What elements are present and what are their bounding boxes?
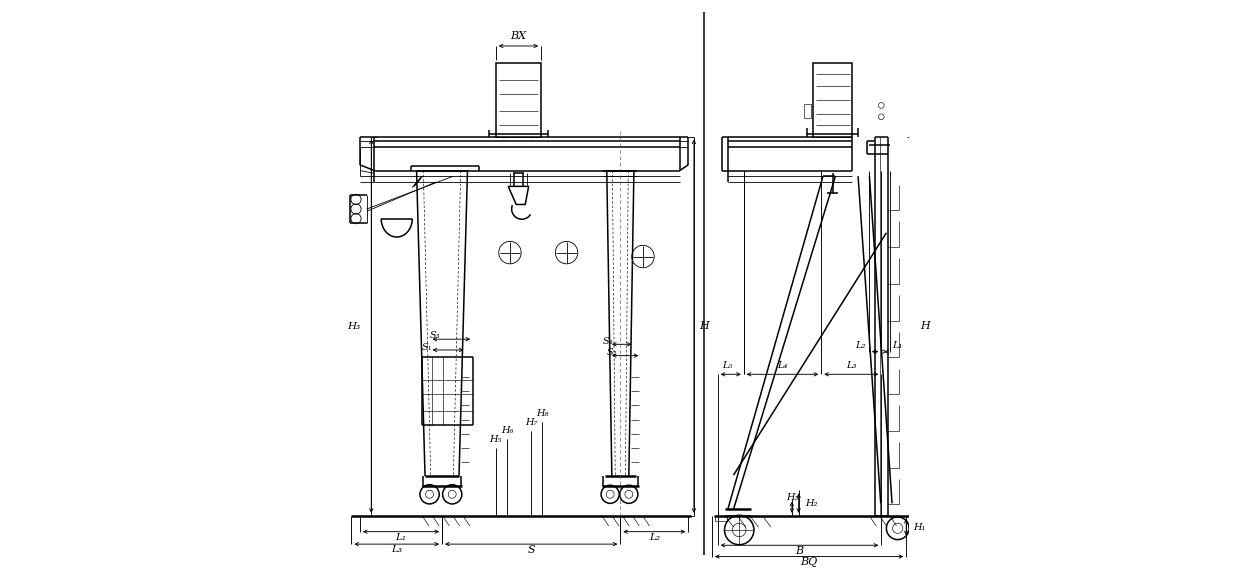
- Text: S: S: [527, 545, 535, 555]
- Text: S₄: S₄: [602, 337, 613, 346]
- Circle shape: [502, 130, 507, 134]
- Text: H₃: H₃: [347, 321, 359, 331]
- Text: H₇: H₇: [525, 418, 537, 427]
- Text: L₂: L₂: [855, 341, 866, 351]
- Text: H: H: [920, 321, 930, 331]
- Bar: [496, 63, 541, 137]
- Text: H₃: H₃: [786, 493, 798, 502]
- Text: H₂: H₂: [805, 499, 818, 508]
- Text: BQ: BQ: [800, 557, 818, 567]
- Text: H₅: H₅: [490, 435, 502, 444]
- Text: H₈: H₈: [536, 410, 548, 418]
- Text: S₂: S₂: [607, 348, 617, 357]
- Text: H: H: [700, 321, 709, 331]
- Text: H₆: H₆: [501, 426, 513, 435]
- Bar: [813, 63, 853, 137]
- Text: L₁: L₁: [893, 341, 903, 351]
- Text: L₁: L₁: [396, 533, 407, 542]
- Text: L₅: L₅: [722, 361, 732, 370]
- Bar: [804, 104, 810, 118]
- Text: L₂: L₂: [649, 533, 660, 542]
- Bar: [815, 93, 821, 106]
- Text: L₃: L₃: [846, 361, 856, 370]
- Circle shape: [531, 130, 535, 134]
- Text: S₃: S₃: [429, 331, 441, 340]
- Text: BX: BX: [511, 31, 526, 41]
- Text: S₁: S₁: [422, 343, 432, 352]
- Text: H₁: H₁: [913, 523, 925, 531]
- Text: L₄: L₄: [777, 361, 788, 370]
- Text: B: B: [795, 546, 804, 556]
- Text: L₃: L₃: [391, 545, 402, 554]
